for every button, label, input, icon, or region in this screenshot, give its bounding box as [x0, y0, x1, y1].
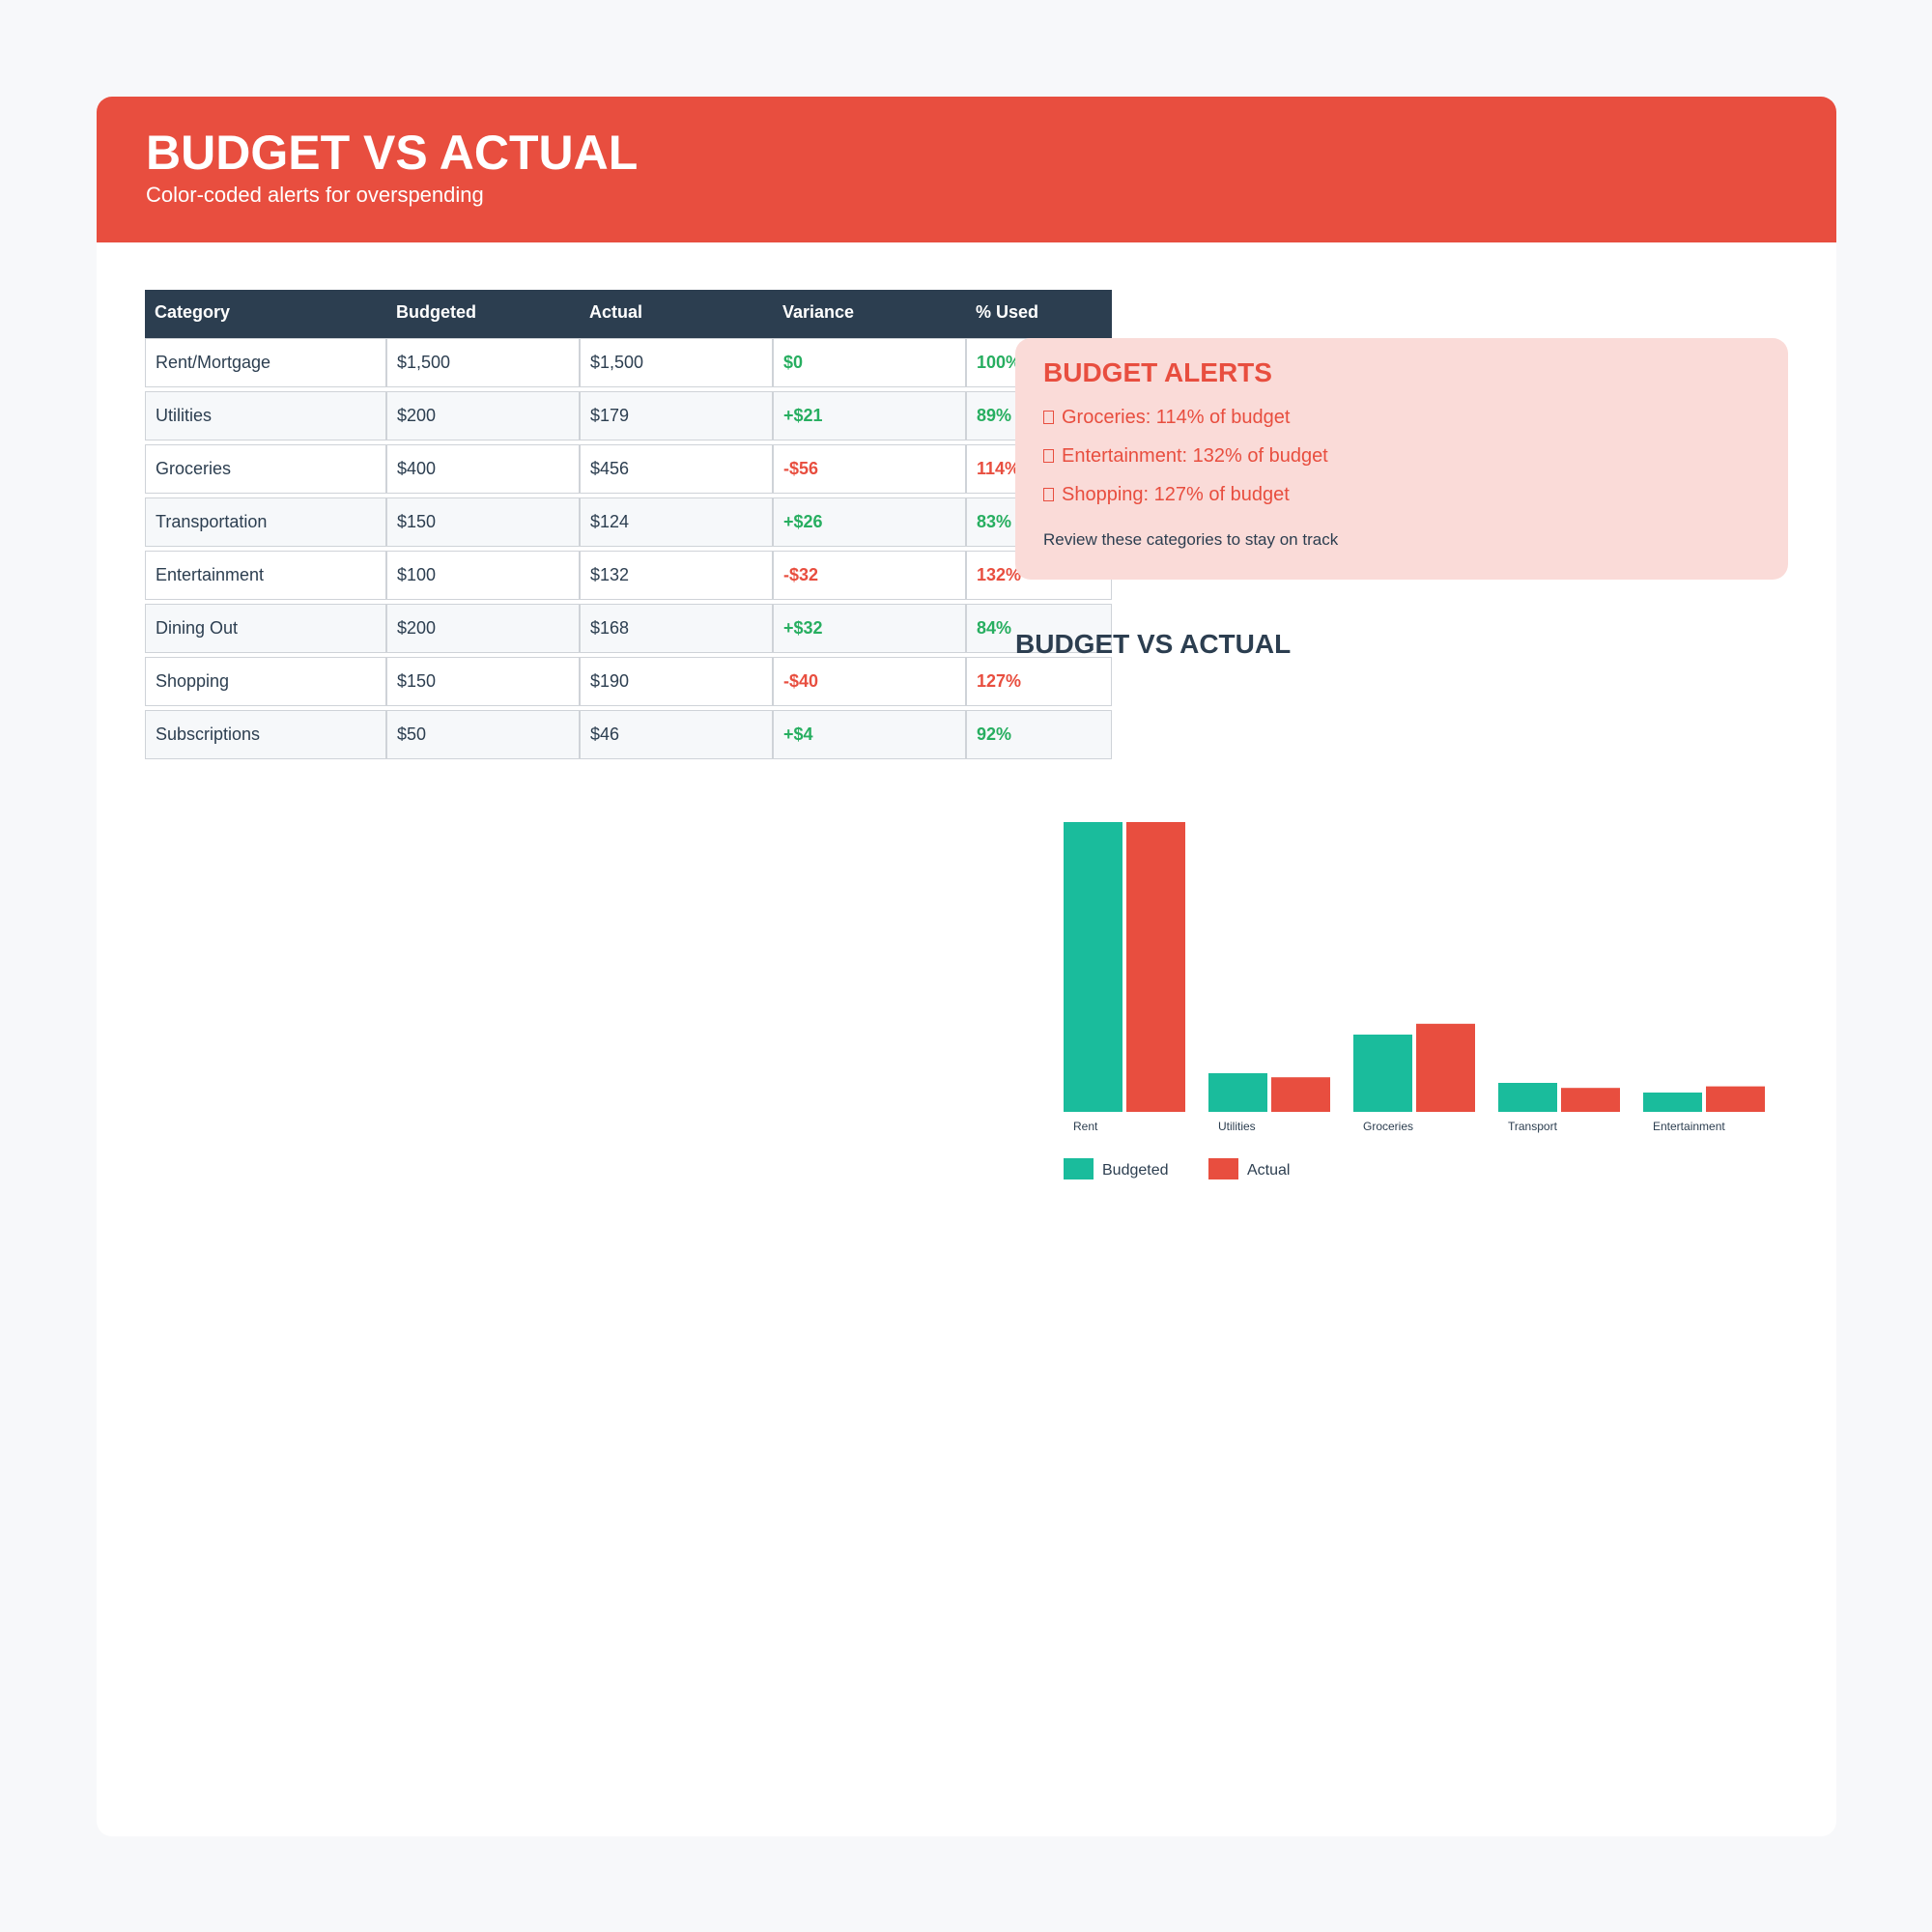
legend-label-actual: Actual	[1247, 1162, 1290, 1179]
x-tick-label: Rent	[1073, 1120, 1098, 1133]
x-tick-label: Groceries	[1363, 1120, 1413, 1133]
page-subtitle: Color-coded alerts for overspending	[146, 183, 484, 207]
cell-category: Utilities	[145, 391, 386, 440]
cell-budgeted: $200	[386, 391, 580, 440]
cell-variance: -$56	[773, 444, 966, 494]
alert-text: Shopping: 127% of budget	[1062, 484, 1290, 505]
bar-actual-entertainment	[1706, 1086, 1765, 1112]
table-row: Groceries $400 $456 -$56 114%	[145, 444, 1112, 494]
alert-item: Groceries: 114% of budget	[1043, 407, 1290, 429]
cell-variance: -$40	[773, 657, 966, 706]
page-title: BUDGET VS ACTUAL	[146, 126, 639, 180]
cell-category: Subscriptions	[145, 710, 386, 759]
cell-category: Groceries	[145, 444, 386, 494]
column-header-used: % Used	[976, 302, 1039, 322]
cell-variance: -$32	[773, 551, 966, 600]
bar-budgeted-transport	[1498, 1083, 1557, 1112]
warning-icon	[1043, 488, 1054, 501]
cell-actual: $456	[580, 444, 773, 494]
cell-variance: +$21	[773, 391, 966, 440]
cell-budgeted: $200	[386, 604, 580, 653]
bar-budgeted-groceries	[1353, 1035, 1412, 1112]
x-tick-label: Entertainment	[1653, 1120, 1725, 1133]
bar-budgeted-utilities	[1208, 1073, 1267, 1112]
bar-actual-transport	[1561, 1088, 1620, 1112]
table-row: Subscriptions $50 $46 +$4 92%	[145, 710, 1112, 759]
cell-used: 92%	[966, 710, 1112, 759]
cell-actual: $1,500	[580, 338, 773, 387]
bar-budgeted-entertainment	[1643, 1093, 1702, 1112]
cell-category: Transportation	[145, 497, 386, 547]
cell-category: Shopping	[145, 657, 386, 706]
cell-variance: +$32	[773, 604, 966, 653]
column-header-variance: Variance	[782, 302, 855, 322]
bar-actual-groceries	[1416, 1023, 1475, 1112]
alert-text: Groceries: 114% of budget	[1062, 407, 1291, 428]
table-row: Transportation $150 $124 +$26 83%	[145, 497, 1112, 547]
bar-budgeted-rent	[1064, 822, 1122, 1112]
warning-icon	[1043, 411, 1054, 424]
cell-budgeted: $150	[386, 497, 580, 547]
alerts-note: Review these categories to stay on track	[1043, 530, 1339, 549]
table-header: Category Budgeted Actual Variance % Used	[145, 290, 1112, 338]
cell-budgeted: $1,500	[386, 338, 580, 387]
table-row: Entertainment $100 $132 -$32 132%	[145, 551, 1112, 600]
cell-variance: +$4	[773, 710, 966, 759]
budget-alerts-panel: BUDGET ALERTS Groceries: 114% of budget …	[1015, 338, 1788, 580]
cell-variance: +$26	[773, 497, 966, 547]
alert-item: Shopping: 127% of budget	[1043, 484, 1290, 506]
table-row: Utilities $200 $179 +$21 89%	[145, 391, 1112, 440]
budget-card: BUDGET VS ACTUAL Color-coded alerts for …	[97, 97, 1836, 1836]
chart-title: BUDGET VS ACTUAL	[1015, 629, 1292, 659]
legend-label-budgeted: Budgeted	[1102, 1162, 1169, 1179]
cell-used: 127%	[966, 657, 1112, 706]
legend-swatch-budgeted	[1064, 1158, 1094, 1179]
page-header: BUDGET VS ACTUAL Color-coded alerts for …	[97, 97, 1836, 242]
cell-actual: $179	[580, 391, 773, 440]
column-header-category: Category	[155, 302, 231, 322]
cell-budgeted: $400	[386, 444, 580, 494]
cell-actual: $124	[580, 497, 773, 547]
alerts-title: BUDGET ALERTS	[1043, 357, 1272, 387]
cell-variance: $0	[773, 338, 966, 387]
x-tick-label: Transport	[1508, 1120, 1558, 1133]
column-header-actual: Actual	[589, 302, 643, 322]
bar-actual-utilities	[1271, 1077, 1330, 1112]
cell-category: Dining Out	[145, 604, 386, 653]
bar-actual-rent	[1126, 822, 1185, 1112]
cell-actual: $132	[580, 551, 773, 600]
column-header-budgeted: Budgeted	[396, 302, 476, 322]
table-row: Rent/Mortgage $1,500 $1,500 $0 100%	[145, 338, 1112, 387]
legend-swatch-actual	[1208, 1158, 1238, 1179]
cell-actual: $46	[580, 710, 773, 759]
cell-actual: $168	[580, 604, 773, 653]
cell-used: 84%	[966, 604, 1112, 653]
cell-budgeted: $150	[386, 657, 580, 706]
x-tick-label: Utilities	[1218, 1120, 1256, 1133]
cell-budgeted: $100	[386, 551, 580, 600]
cell-category: Entertainment	[145, 551, 386, 600]
alert-item: Entertainment: 132% of budget	[1043, 445, 1328, 468]
warning-icon	[1043, 449, 1054, 463]
budget-vs-actual-chart: Rent Utilities Groceries Transport Entertain…	[1064, 822, 1765, 1179]
cell-budgeted: $50	[386, 710, 580, 759]
alert-text: Entertainment: 132% of budget	[1062, 445, 1328, 467]
cell-actual: $190	[580, 657, 773, 706]
table-row: Shopping $150 $190 -$40 127%	[145, 657, 1112, 706]
table-row: Dining Out $200 $168 +$32 84%	[145, 604, 1112, 653]
cell-category: Rent/Mortgage	[145, 338, 386, 387]
